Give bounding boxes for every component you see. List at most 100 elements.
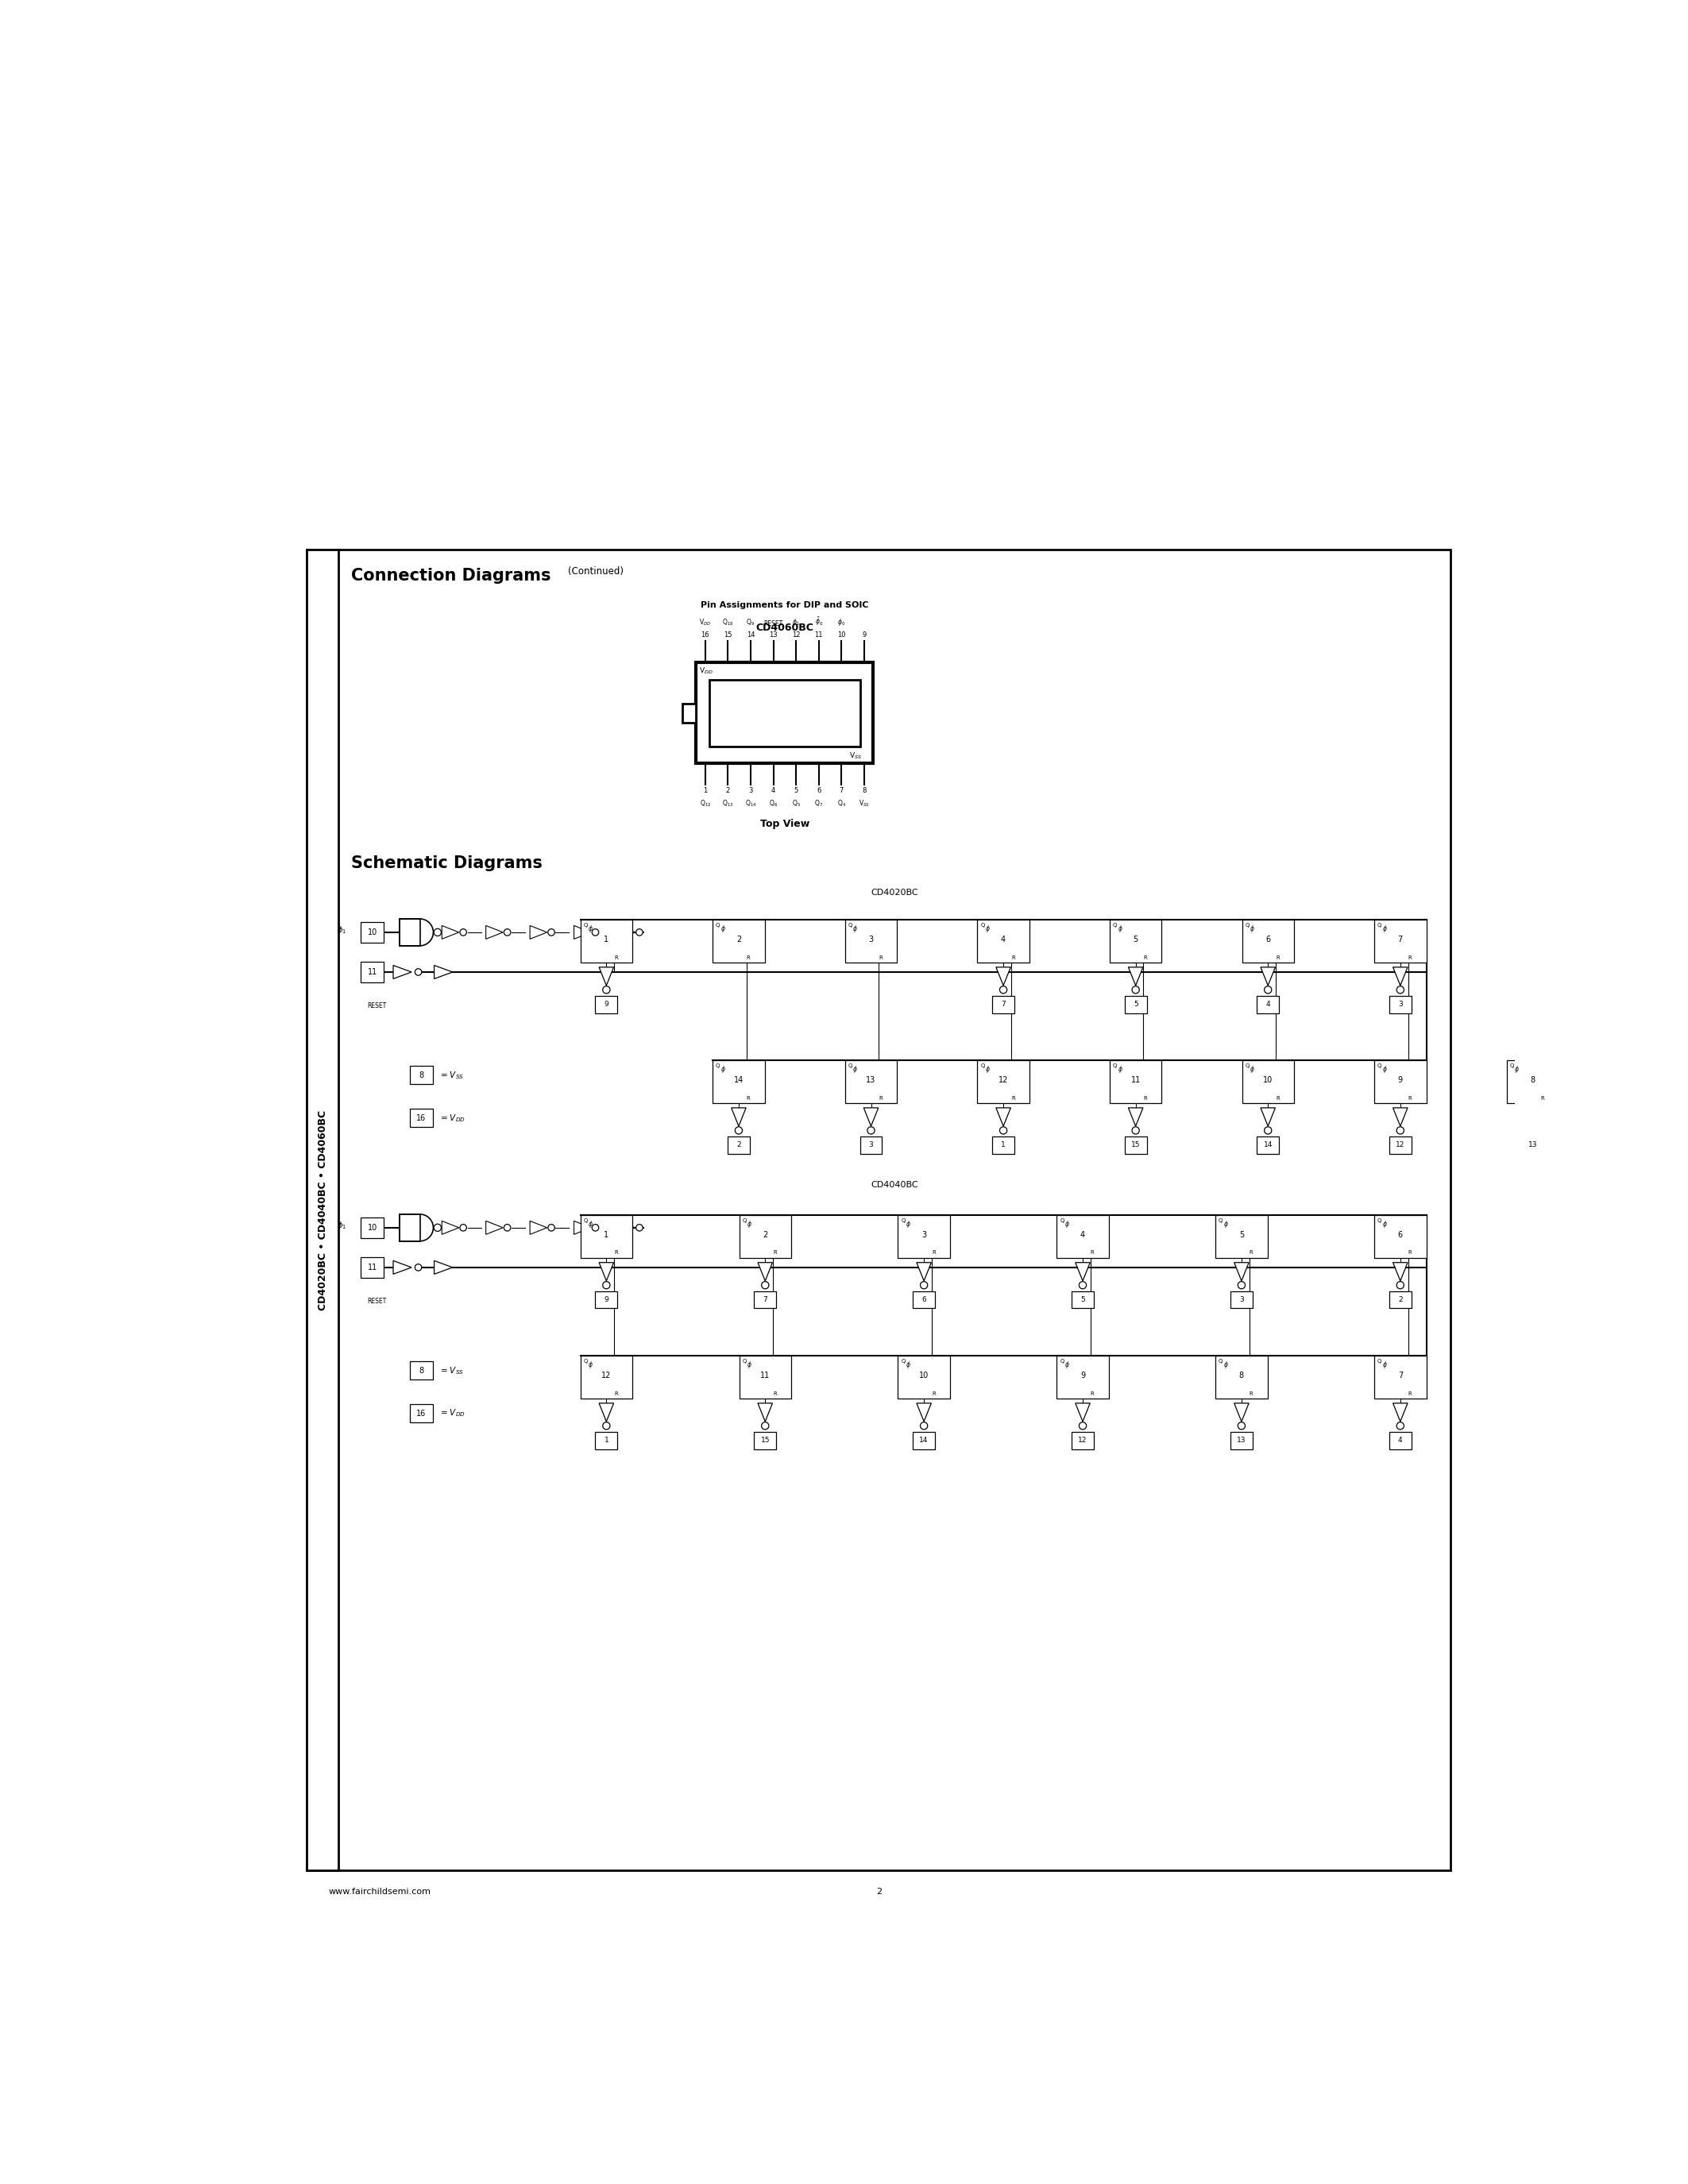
- Text: Q$_{18}$: Q$_{18}$: [722, 618, 734, 627]
- Text: 5: 5: [1080, 1297, 1085, 1304]
- Bar: [1258, 996, 1280, 1013]
- Text: 4: 4: [1080, 1232, 1085, 1238]
- Text: $\bar{\phi}_0$: $\bar{\phi}_0$: [815, 616, 822, 627]
- Text: Q: Q: [1377, 924, 1381, 928]
- Text: $\phi$: $\phi$: [746, 1219, 753, 1230]
- Text: $\phi$: $\phi$: [1065, 1219, 1070, 1230]
- Text: R: R: [879, 954, 883, 959]
- Circle shape: [999, 1127, 1008, 1133]
- Text: $\phi$: $\phi$: [1117, 924, 1123, 935]
- Text: $\phi$: $\phi$: [852, 924, 858, 935]
- Text: Q$_4$: Q$_4$: [837, 799, 846, 808]
- Text: Q$_6$: Q$_6$: [768, 799, 778, 808]
- Text: 13: 13: [770, 631, 778, 638]
- Text: $\phi$: $\phi$: [986, 924, 991, 935]
- Text: Q: Q: [981, 924, 984, 928]
- Text: Q: Q: [1112, 924, 1117, 928]
- Bar: [755, 1433, 776, 1448]
- Bar: [1231, 1291, 1252, 1308]
- Text: 3: 3: [869, 1142, 873, 1149]
- Text: Q: Q: [584, 1358, 587, 1365]
- Text: 8: 8: [863, 788, 866, 795]
- Text: 7: 7: [763, 1297, 768, 1304]
- Bar: [1374, 919, 1426, 963]
- Text: $\phi$: $\phi$: [1514, 1064, 1519, 1075]
- Text: V$_{DD}$: V$_{DD}$: [699, 618, 711, 627]
- Text: $\phi$: $\phi$: [1117, 1064, 1123, 1075]
- Text: $\phi$: $\phi$: [1382, 1064, 1388, 1075]
- Bar: [846, 1059, 896, 1103]
- Text: Pin Assignments for DIP and SOIC: Pin Assignments for DIP and SOIC: [701, 601, 869, 609]
- Bar: [1215, 1214, 1268, 1258]
- Text: $\phi$: $\phi$: [1249, 1064, 1256, 1075]
- Text: $\phi_1$: $\phi_1$: [792, 618, 800, 627]
- Polygon shape: [996, 1107, 1011, 1127]
- Bar: [1124, 1136, 1146, 1153]
- Text: 16: 16: [701, 631, 709, 638]
- Text: 2: 2: [1398, 1297, 1403, 1304]
- Bar: [1389, 1136, 1411, 1153]
- Text: 12: 12: [601, 1372, 611, 1380]
- Text: Q: Q: [1246, 924, 1249, 928]
- Text: 11: 11: [760, 1372, 770, 1380]
- Bar: [1389, 996, 1411, 1013]
- Bar: [1072, 1291, 1094, 1308]
- Polygon shape: [864, 1107, 878, 1127]
- Text: R: R: [932, 1391, 935, 1396]
- Text: R: R: [773, 1251, 776, 1256]
- Bar: [682, 703, 695, 723]
- Circle shape: [636, 928, 643, 935]
- Circle shape: [1529, 1127, 1536, 1133]
- Polygon shape: [530, 1221, 547, 1234]
- Text: Q: Q: [981, 1064, 984, 1068]
- Bar: [739, 1214, 792, 1258]
- Text: CD4060BC: CD4060BC: [756, 622, 814, 633]
- Text: Q: Q: [1377, 1064, 1382, 1068]
- Circle shape: [1396, 987, 1404, 994]
- Bar: [1231, 1433, 1252, 1448]
- Circle shape: [459, 928, 466, 935]
- Text: 8: 8: [1239, 1372, 1244, 1380]
- Text: Q: Q: [716, 924, 721, 928]
- Bar: [410, 1404, 432, 1422]
- Text: R: R: [773, 1391, 776, 1396]
- Text: R: R: [1143, 1096, 1148, 1101]
- Text: Q$_7$: Q$_7$: [814, 799, 824, 808]
- Text: Q: Q: [1246, 1064, 1249, 1068]
- Polygon shape: [1234, 1262, 1249, 1280]
- Text: $\phi$: $\phi$: [1065, 1361, 1070, 1369]
- Text: $\phi$: $\phi$: [906, 1361, 912, 1369]
- Text: Q: Q: [743, 1219, 746, 1223]
- Polygon shape: [1128, 1107, 1143, 1127]
- Bar: [410, 1361, 432, 1380]
- Bar: [993, 1136, 1014, 1153]
- Text: 3: 3: [748, 788, 753, 795]
- Text: 14: 14: [1263, 1142, 1273, 1149]
- Text: 13: 13: [1237, 1437, 1246, 1444]
- Text: V$_{SS}$: V$_{SS}$: [859, 799, 869, 808]
- Bar: [596, 1433, 618, 1448]
- Text: 2: 2: [876, 1887, 881, 1896]
- Text: Q: Q: [1219, 1219, 1222, 1223]
- Text: 10: 10: [918, 1372, 928, 1380]
- Circle shape: [1264, 987, 1271, 994]
- Bar: [913, 1291, 935, 1308]
- Bar: [755, 1291, 776, 1308]
- Bar: [977, 919, 1030, 963]
- Bar: [1389, 1433, 1411, 1448]
- Text: $\phi$: $\phi$: [746, 1361, 753, 1369]
- Text: RESET: RESET: [368, 1297, 387, 1306]
- Bar: [1374, 1059, 1426, 1103]
- Bar: [913, 1433, 935, 1448]
- Text: R: R: [1541, 1096, 1545, 1101]
- Polygon shape: [917, 1262, 932, 1280]
- Text: CD4020BC: CD4020BC: [871, 889, 918, 898]
- Text: R: R: [614, 1251, 618, 1256]
- Text: R: R: [932, 1251, 935, 1256]
- Bar: [400, 1214, 420, 1241]
- Text: $\phi$: $\phi$: [1382, 924, 1388, 935]
- Polygon shape: [442, 926, 459, 939]
- Text: Schematic Diagrams: Schematic Diagrams: [351, 856, 542, 871]
- Text: CD4020BC • CD4040BC • CD4060BC: CD4020BC • CD4040BC • CD4060BC: [317, 1109, 327, 1310]
- Circle shape: [549, 1225, 555, 1232]
